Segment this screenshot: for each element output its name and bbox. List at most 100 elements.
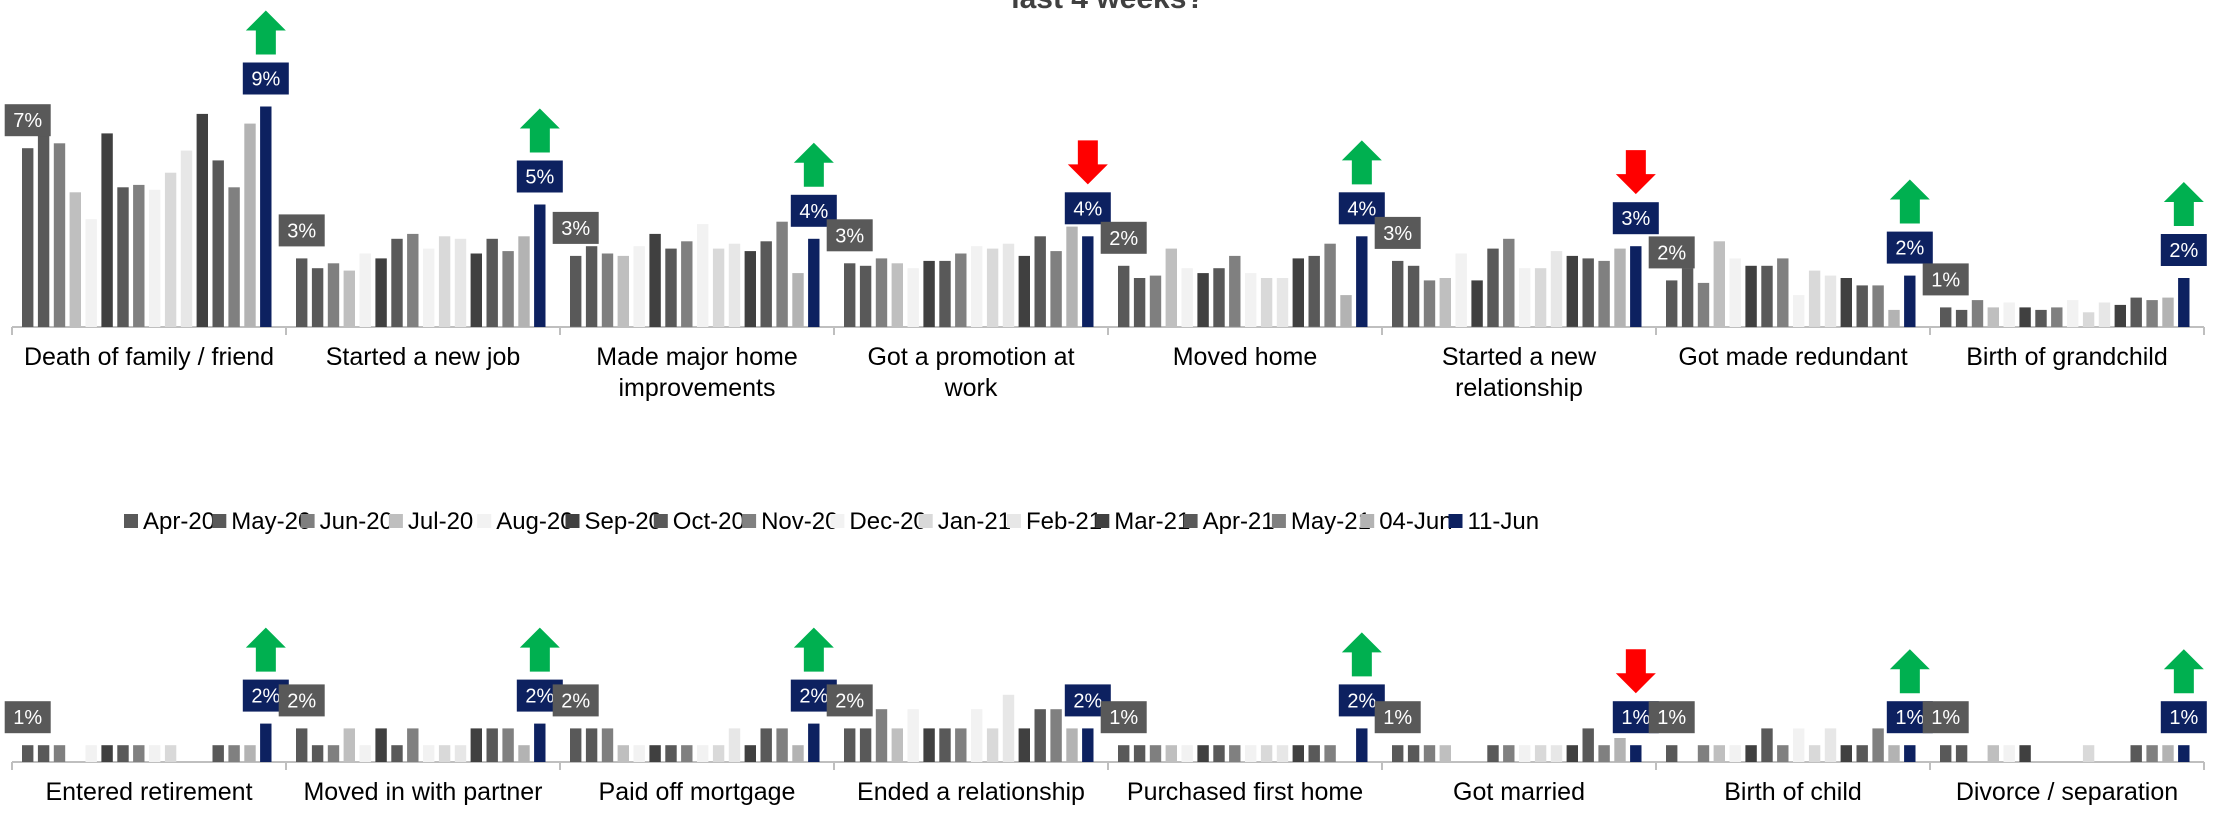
data-label-first: 1% <box>1109 707 1138 729</box>
bar-started-a-new-relationship-dec-20 <box>1519 268 1531 327</box>
data-label-last: 1% <box>2169 707 2198 729</box>
bar-got-made-redundant-aug-20 <box>1729 258 1741 327</box>
data-label-bg-first <box>1648 236 1695 269</box>
up-arrow-icon <box>245 10 286 55</box>
legend-label-nov-20: Nov-20 <box>761 508 838 535</box>
legend-swatch-jun-20 <box>300 514 315 528</box>
bar-paid-off-mortgage-jun-20 <box>601 728 614 762</box>
legend-label-04-jun: 04-Jun <box>1379 508 1452 535</box>
up-arrow-icon <box>1889 649 1930 694</box>
bar-got-married-11-jun <box>1630 745 1642 762</box>
bar-entered-retirement-11-jun <box>260 723 272 762</box>
bar-moved-home-jun-20 <box>1149 275 1162 328</box>
bar-divorce-separation-may-21 <box>2146 745 2158 762</box>
bar-paid-off-mortgage-nov-20 <box>681 745 693 762</box>
data-label-bg-first <box>1374 216 1421 249</box>
bar-moved-in-with-partner-jul-20 <box>343 728 355 762</box>
bar-got-a-promotion-at-work-may-21 <box>1050 251 1062 328</box>
bar-made-major-home-improvements-04-jun <box>792 273 804 327</box>
up-arrow-icon <box>1341 140 1382 185</box>
bar-got-married-jul-20 <box>1439 745 1451 762</box>
up-arrow-icon <box>1889 179 1930 224</box>
chart-title-fragment: last 4 weeks? <box>1011 0 1204 15</box>
bar-paid-off-mortgage-dec-20 <box>697 745 709 762</box>
bar-moved-home-oct-20 <box>1213 268 1225 327</box>
bar-birth-of-grandchild-jan-21 <box>2082 312 2095 327</box>
bar-got-a-promotion-at-work-apr-21 <box>1034 236 1046 327</box>
data-label-last: 1% <box>1895 707 1924 729</box>
bar-made-major-home-improvements-apr-20 <box>570 255 582 327</box>
bar-got-married-nov-20 <box>1503 745 1515 762</box>
bar-started-a-new-relationship-apr-20 <box>1392 260 1404 328</box>
bar-got-made-redundant-11-jun <box>1904 275 1916 328</box>
bar-moved-home-feb-21 <box>1276 278 1289 327</box>
data-label-bg-first <box>1922 701 1969 734</box>
category-label: improvements <box>619 374 776 402</box>
data-label-bg-first <box>1648 701 1695 734</box>
bar-birth-of-grandchild-nov-20 <box>2051 307 2063 327</box>
bar-ended-a-relationship-04-jun <box>1066 728 1078 762</box>
bar-got-made-redundant-jan-21 <box>1808 270 1821 327</box>
bar-started-a-new-job-feb-21 <box>454 238 467 327</box>
bar-started-a-new-job-sep-20 <box>375 258 387 327</box>
bar-death-of-family-friend-apr-20 <box>22 148 34 327</box>
bar-purchased-first-home-nov-20 <box>1229 745 1241 762</box>
bar-started-a-new-job-04-jun <box>518 236 530 327</box>
bar-birth-of-grandchild-dec-20 <box>2067 300 2079 328</box>
bar-ended-a-relationship-dec-20 <box>971 709 983 762</box>
bar-entered-retirement-apr-21 <box>212 745 224 762</box>
data-label-last: 4% <box>1073 198 1102 220</box>
bar-paid-off-mortgage-11-jun <box>808 723 820 762</box>
bar-got-a-promotion-at-work-jan-21 <box>986 248 999 327</box>
bar-purchased-first-home-dec-20 <box>1245 745 1257 762</box>
category-label: Moved home <box>1173 343 1318 371</box>
bar-started-a-new-relationship-feb-21 <box>1550 251 1563 328</box>
bar-birth-of-child-nov-20 <box>1777 745 1789 762</box>
category-label: Made major home <box>596 343 797 371</box>
bar-got-a-promotion-at-work-11-jun <box>1082 236 1094 327</box>
bar-moved-in-with-partner-04-jun <box>518 745 530 762</box>
bar-moved-home-04-jun <box>1340 295 1352 327</box>
category-label: Divorce / separation <box>1956 778 2178 806</box>
data-label-first: 1% <box>13 707 42 729</box>
legend-label-11-jun: 11-Jun <box>1468 508 1540 535</box>
bar-moved-in-with-partner-aug-20 <box>359 745 371 762</box>
category-label: Birth of grandchild <box>1966 343 2168 371</box>
bar-ended-a-relationship-mar-21 <box>1018 728 1030 762</box>
data-label-last: 2% <box>525 686 554 708</box>
legend-swatch-jul-20 <box>388 514 403 528</box>
bar-death-of-family-friend-apr-21 <box>212 160 224 327</box>
bar-started-a-new-relationship-may-21 <box>1598 260 1610 328</box>
bar-got-made-redundant-dec-20 <box>1793 295 1805 327</box>
bar-got-made-redundant-nov-20 <box>1777 258 1789 327</box>
bar-started-a-new-relationship-nov-20 <box>1503 238 1515 327</box>
bar-divorce-separation-11-jun <box>2178 745 2190 762</box>
legend-swatch-jan-21 <box>918 514 933 528</box>
bar-got-made-redundant-mar-21 <box>1840 278 1852 327</box>
bar-purchased-first-home-aug-20 <box>1181 745 1193 762</box>
category-label: Entered retirement <box>45 778 252 806</box>
bar-paid-off-mortgage-sep-20 <box>649 745 661 762</box>
bar-got-made-redundant-apr-21 <box>1856 285 1868 327</box>
bar-paid-off-mortgage-may-20 <box>585 728 598 762</box>
legend-label-dec-20: Dec-20 <box>849 508 926 535</box>
data-label-last: 2% <box>799 686 828 708</box>
data-label-bg-last <box>516 160 563 193</box>
bar-birth-of-child-aug-20 <box>1729 745 1741 762</box>
bar-got-a-promotion-at-work-sep-20 <box>923 260 935 328</box>
legend-label-apr-21: Apr-21 <box>1203 508 1275 535</box>
bar-birth-of-child-apr-21 <box>1856 745 1868 762</box>
up-arrow-icon <box>519 627 560 672</box>
legend-label-oct-20: Oct-20 <box>673 508 745 535</box>
bar-entered-retirement-may-20 <box>37 745 50 762</box>
legend-label-aug-20: Aug-20 <box>496 508 573 535</box>
bar-purchased-first-home-apr-20 <box>1118 745 1130 762</box>
bar-death-of-family-friend-jan-21 <box>164 172 177 327</box>
bar-started-a-new-job-may-21 <box>502 251 514 328</box>
bar-made-major-home-improvements-mar-21 <box>744 251 756 328</box>
bar-birth-of-child-jul-20 <box>1713 745 1725 762</box>
bar-moved-in-with-partner-dec-20 <box>423 745 435 762</box>
up-arrow-icon <box>793 142 834 187</box>
bar-birth-of-child-oct-20 <box>1761 728 1773 762</box>
